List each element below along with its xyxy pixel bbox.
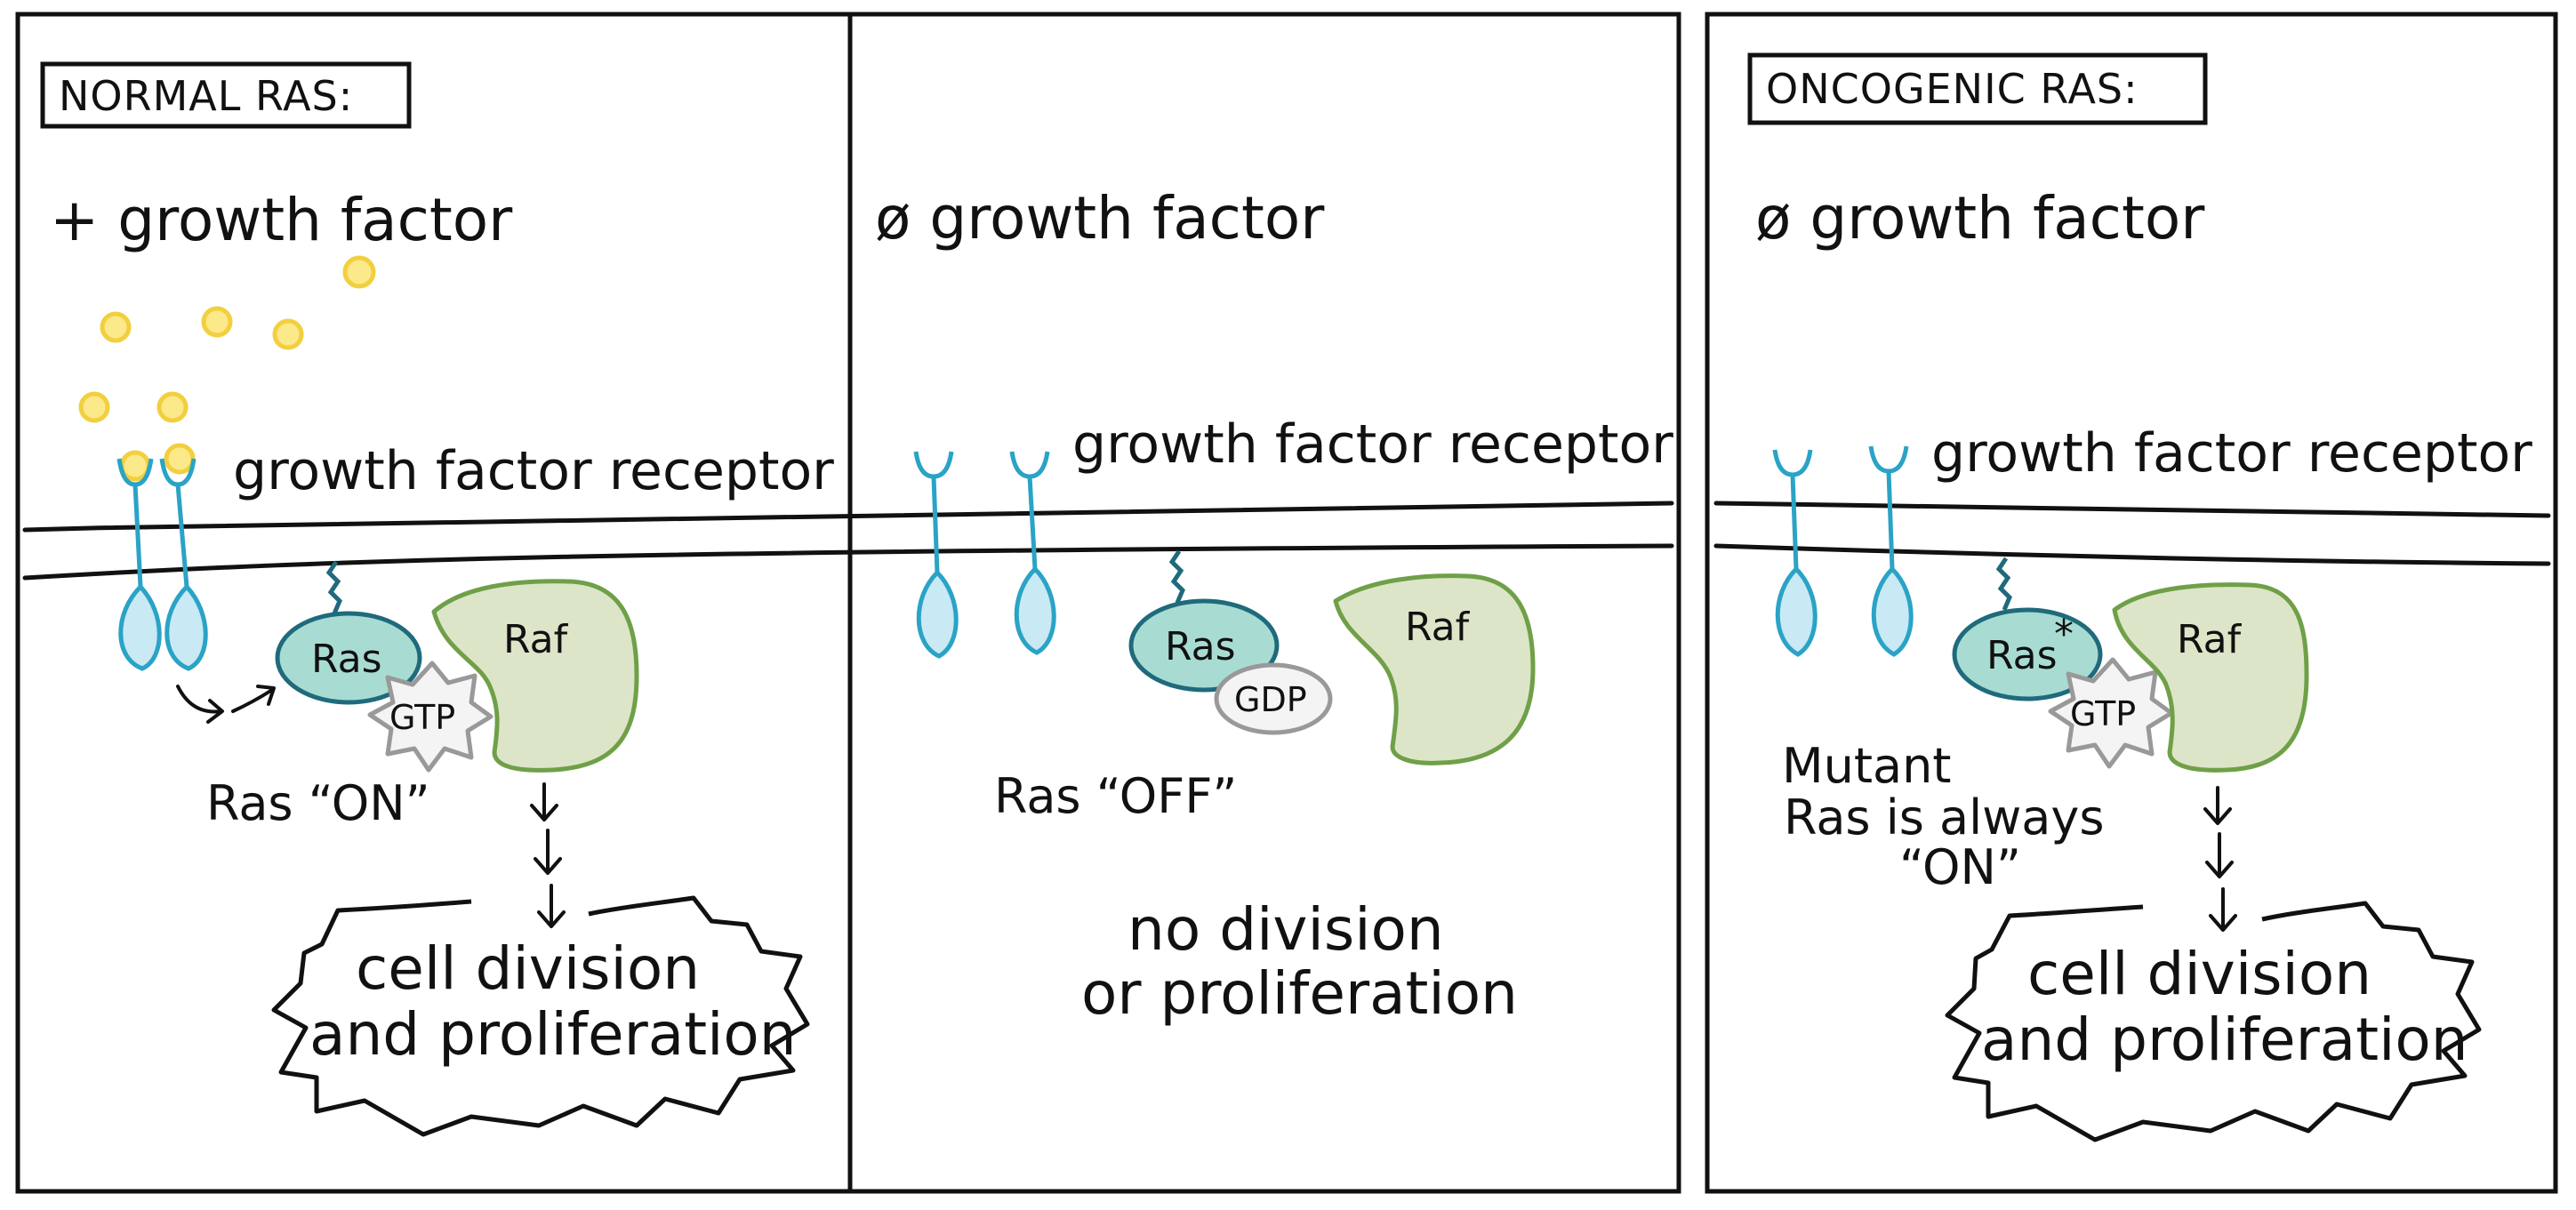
growth-factor-receptor [913, 451, 1056, 659]
cell-membranes [22, 501, 2551, 581]
ras-state-label: Ras “OFF” [994, 768, 1237, 824]
growth-factor-molecule [164, 443, 196, 475]
ras-protein [1128, 598, 1280, 693]
panel-no-growth-factor: ø growth factor growth factor receptor R… [875, 184, 1673, 1028]
receptor-cytoplasmic-domain [118, 583, 162, 671]
growth-factor-molecules [78, 255, 376, 482]
receptor-binding-cup [913, 451, 954, 479]
membrane-inner-line [22, 543, 1674, 581]
membrane-outer-line [1713, 501, 2551, 518]
outcome-line-1: cell division [356, 934, 700, 1003]
outcome-burst [1945, 901, 2482, 1142]
outcome-burst [271, 895, 810, 1137]
receptor-cytoplasmic-domain [1014, 565, 1056, 655]
ras-protein [1952, 607, 2103, 701]
gtp-label: GTP [389, 698, 455, 737]
outcome-line-2: or proliferation [1081, 959, 1518, 1028]
receptor-binding-cup [1868, 445, 1909, 474]
gtp-burst [367, 661, 494, 773]
ras-state-label: Ras “ON” [206, 775, 430, 831]
receptor-stalk [132, 484, 143, 588]
mutant-note-line-1: Mutant [1782, 738, 1951, 794]
panel-oncogenic-ras: ONCOGENIC RAS: ø growth factor growth fa… [1747, 52, 2532, 1142]
receptor-stalk [175, 484, 189, 588]
receptor-label: growth factor receptor [233, 440, 834, 502]
receptor-cytoplasmic-domain [165, 583, 208, 671]
ras-label: Ras [311, 637, 382, 682]
receptor-cytoplasmic-domain [1871, 565, 1914, 657]
panel-title: ONCOGENIC RAS: [1766, 65, 2139, 113]
growth-factor-molecule [78, 391, 110, 423]
mutant-note-line-3: “ON” [1899, 839, 2021, 895]
raf-label: Raf [2177, 617, 2243, 662]
gdp-molecule [1214, 662, 1333, 735]
receptor-stalk [1027, 476, 1038, 570]
growth-factor-molecule [272, 318, 304, 350]
receptor-stalk [1886, 470, 1895, 570]
raf-protein [431, 579, 639, 773]
panel-normal-ras: NORMAL RAS: + growth factor growth facto… [40, 61, 834, 1137]
panel-frames [15, 12, 2558, 1194]
growth-factor-condition: ø growth factor [1755, 184, 2205, 252]
signal-arrows [530, 782, 566, 928]
outcome-line-2: and proliferation [309, 1000, 797, 1069]
receptor-stalk [931, 476, 940, 573]
mutation-asterisk: * [2054, 612, 2074, 657]
receptor-binding-cup [1772, 449, 1813, 477]
receptor-binding-cup [1009, 451, 1050, 479]
membrane-inner-line [1713, 543, 2551, 566]
activation-arrows [176, 685, 276, 724]
growth-factor-condition: ø growth factor [875, 184, 1325, 252]
title-box [1747, 52, 2208, 125]
lipid-anchor [1168, 549, 1185, 604]
growth-factor-molecule [100, 311, 132, 343]
growth-factor-condition: + growth factor [50, 186, 513, 254]
growth-factor-molecule [201, 306, 233, 338]
receptor-cytoplasmic-domain [916, 569, 959, 659]
growth-factor-molecule [156, 391, 189, 423]
outcome-line-1: no division [1128, 895, 1444, 964]
gtp-label: GTP [2070, 694, 2136, 733]
mutant-note-line-2: Ras is always [1784, 789, 2104, 845]
frame-right [1705, 12, 2558, 1194]
ras-label: Ras [1165, 624, 1236, 669]
receptor-stalk [1790, 474, 1799, 570]
panel-title: NORMAL RAS: [59, 72, 353, 120]
ras-label: Ras [1986, 633, 2058, 678]
raf-protein [1333, 573, 1536, 765]
receptor-label: growth factor receptor [1072, 413, 1673, 476]
receptor-cytoplasmic-domain [1775, 565, 1818, 657]
raf-label: Raf [1405, 605, 1471, 650]
lipid-anchor [325, 560, 342, 614]
title-box [40, 61, 412, 129]
raf-label: Raf [503, 617, 569, 662]
outcome-line-1: cell division [2027, 940, 2371, 1008]
outcome-line-2: and proliferation [1981, 1006, 2468, 1074]
gdp-label: GDP [1234, 680, 1307, 719]
growth-factor-molecule [342, 255, 376, 289]
growth-factor-receptor [116, 458, 208, 671]
gtp-burst [2048, 657, 2174, 769]
raf-protein [2112, 582, 2309, 773]
lipid-anchor [1995, 557, 2012, 611]
ras-protein [275, 611, 422, 705]
signal-arrows [2203, 786, 2237, 932]
growth-factor-receptor [1772, 445, 1914, 657]
receptor-label: growth factor receptor [1931, 422, 2532, 485]
